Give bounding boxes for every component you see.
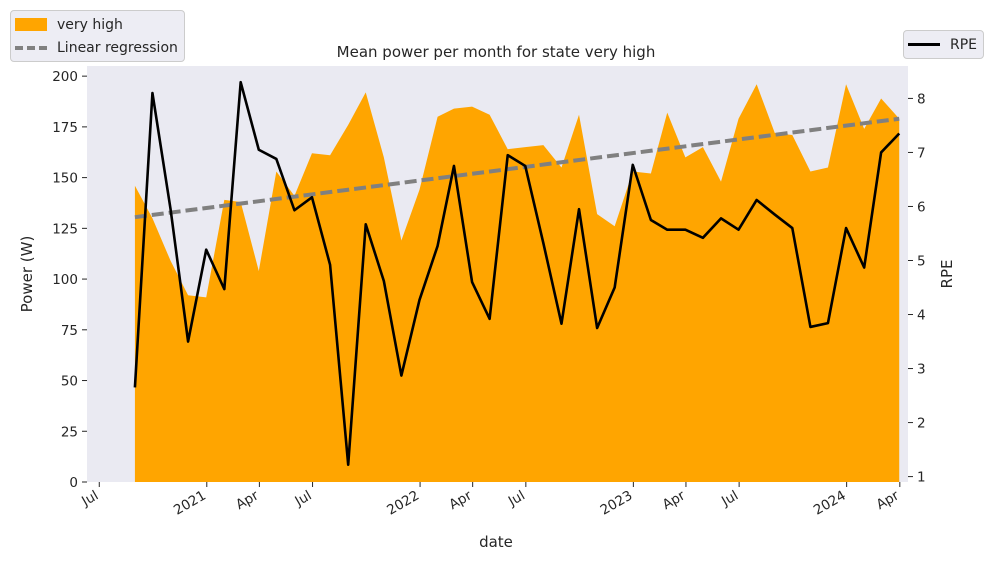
x-tick-label: Apr — [874, 487, 903, 513]
chart-title: Mean power per month for state very high — [337, 43, 656, 61]
x-tick-label: Jul — [718, 488, 741, 511]
y-axis-right-label: RPE — [938, 260, 956, 289]
y-right-tick-label: 1 — [917, 470, 926, 486]
y-tick-label: 125 — [52, 221, 78, 237]
x-tick-label: Jul — [505, 488, 528, 511]
x-tick-label: Jul — [292, 488, 315, 511]
legend-label: RPE — [949, 36, 977, 53]
legend-entry-regression: Linear regression — [15, 36, 178, 59]
y-axis-label: Power (W) — [18, 236, 36, 313]
area-very-high — [134, 84, 900, 482]
x-tick-label: 2023 — [598, 488, 636, 519]
y-right-tick-label: 5 — [917, 253, 926, 269]
x-tick-label: 2022 — [384, 488, 422, 519]
legend-label: Linear regression — [57, 39, 178, 56]
area-swatch — [15, 18, 47, 31]
left-y-axis: 0 25 50 75 100 125 150 175 200 — [52, 69, 87, 491]
y-tick-label: 175 — [52, 120, 78, 136]
rpe-line — [133, 80, 901, 467]
y-right-tick-label: 6 — [917, 199, 926, 215]
rpe-line-swatch — [907, 43, 940, 46]
legend-entry-area: very high — [15, 13, 178, 36]
x-tick-label: Apr — [446, 487, 475, 513]
y-tick-label: 75 — [61, 323, 78, 339]
x-tick-label: Apr — [660, 487, 689, 513]
x-tick-label: 2021 — [171, 488, 209, 519]
y-tick-label: 100 — [52, 272, 78, 288]
x-tick-label: 2024 — [811, 488, 849, 519]
legend-label: very high — [57, 16, 123, 33]
y-tick-label: 25 — [61, 424, 78, 440]
x-axis-label: date — [479, 533, 513, 551]
x-axis: Jul 2021 Apr Jul 2022 Apr Jul 2023 Apr Jul 2024 Apr — [78, 482, 902, 519]
y-tick-label: 200 — [52, 69, 78, 85]
y-right-tick-label: 2 — [917, 416, 926, 432]
y-right-tick-label: 8 — [917, 91, 926, 107]
legend-left: very high Linear regression — [10, 10, 185, 62]
legend-entry-rpe: RPE — [907, 33, 977, 56]
rpe-series — [133, 80, 901, 467]
regression-line — [134, 116, 900, 220]
x-tick-label: Jul — [78, 488, 101, 511]
regression-series — [134, 116, 900, 220]
y-right-tick-label: 7 — [917, 145, 926, 161]
area-series — [134, 84, 900, 482]
right-y-axis: 1 2 3 4 5 6 7 8 — [908, 91, 926, 486]
y-right-tick-label: 3 — [917, 362, 926, 378]
legend-right: RPE — [902, 30, 984, 59]
y-tick-label: 150 — [52, 171, 78, 187]
y-right-tick-label: 4 — [917, 308, 926, 324]
y-tick-label: 0 — [69, 475, 78, 491]
y-tick-label: 50 — [61, 374, 78, 390]
x-tick-label: Apr — [233, 487, 262, 513]
regression-line-swatch — [15, 45, 47, 50]
